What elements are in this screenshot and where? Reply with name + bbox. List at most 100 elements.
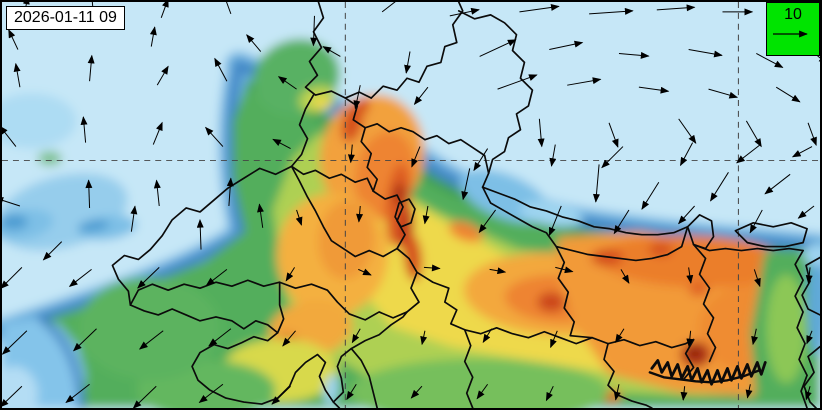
wind-arrow <box>422 205 430 225</box>
boundary-path <box>803 345 820 408</box>
wind-arrow <box>381 2 405 13</box>
wind-arrow <box>205 268 228 286</box>
wind-arrow <box>411 146 421 168</box>
wind-arrow <box>680 142 694 167</box>
field-region <box>393 183 406 205</box>
wind-arrow <box>73 328 97 352</box>
boundary-path <box>111 165 293 306</box>
wind-arrow <box>226 2 232 15</box>
boundary-path <box>692 243 717 363</box>
timestamp-text: 2026-01-11 09 <box>14 9 117 26</box>
field-region <box>448 221 483 243</box>
boundary-path <box>734 221 808 248</box>
field-region <box>357 96 370 114</box>
boundary-path <box>801 256 820 316</box>
boundary-path <box>276 281 285 334</box>
reference-arrow-icon <box>773 30 808 38</box>
wind-arrow <box>638 86 670 94</box>
wind-arrow <box>736 144 761 164</box>
field-region <box>648 242 673 257</box>
field-region <box>324 374 339 406</box>
field-region <box>2 366 38 408</box>
boundary-path <box>648 369 761 384</box>
wind-arrow <box>545 385 554 402</box>
boundary-path <box>794 249 808 408</box>
wind-arrow <box>272 138 291 149</box>
state-boundaries <box>111 2 820 408</box>
wind-arrow <box>152 121 163 145</box>
field-region <box>312 97 331 109</box>
wind-arrow <box>589 7 634 15</box>
wind-arrow <box>555 266 574 274</box>
field-region <box>599 235 789 288</box>
wind-arrow <box>537 118 545 148</box>
wind-arrow <box>791 146 813 158</box>
field-region <box>537 292 566 312</box>
wind-arrow <box>2 125 17 147</box>
wind-arrow <box>461 168 471 201</box>
field-region <box>766 274 807 384</box>
wind-arrow <box>805 267 813 285</box>
field-region <box>688 282 709 297</box>
wind-arrow <box>285 267 295 282</box>
wind-arrow <box>80 116 88 143</box>
wind-arrow <box>592 164 600 203</box>
wind-arrow <box>132 385 157 408</box>
wind-arrow <box>87 54 95 82</box>
wind-arrow <box>753 269 761 288</box>
wind-arrow <box>550 330 558 349</box>
reference-value-label: 10 <box>784 6 802 23</box>
wind-arrow <box>322 46 341 57</box>
boundary-path <box>481 186 689 236</box>
wind-arrow <box>139 330 164 350</box>
wind-arrow <box>473 148 489 172</box>
wind-arrow <box>745 120 762 148</box>
wind-arrow <box>678 205 695 225</box>
wind-arrow <box>549 40 584 51</box>
wind-arrow <box>497 74 538 90</box>
wind-arrow <box>641 181 660 210</box>
boundary-path <box>350 311 408 350</box>
field-region <box>77 219 110 233</box>
boundary-path <box>457 10 534 189</box>
boundary-path <box>370 2 464 99</box>
wind-arrow <box>478 209 496 234</box>
wind-arrow <box>680 386 688 401</box>
wind-arrow <box>686 330 694 348</box>
wind-arrow <box>153 179 161 207</box>
wind-reference-legend: 10 <box>766 2 820 56</box>
field-region <box>687 346 702 359</box>
wind-arrow <box>65 383 90 404</box>
wind-arrow <box>613 384 621 401</box>
wind-arrow <box>198 383 224 404</box>
wind-arrow <box>620 269 630 284</box>
wind-arrow <box>8 29 19 50</box>
boundary-path <box>129 247 420 321</box>
boundary-path <box>129 304 341 408</box>
wind-arrow <box>351 328 361 344</box>
boundary-path <box>603 342 653 408</box>
wind-arrow <box>156 65 169 86</box>
boundary-path <box>481 186 689 262</box>
field-region <box>77 277 221 381</box>
field-region <box>2 213 28 230</box>
field-region <box>2 93 77 149</box>
wind-arrow <box>749 209 763 234</box>
wind-arrow <box>295 209 303 226</box>
wind-arrow <box>2 197 21 207</box>
wind-arrow <box>196 219 204 250</box>
wind-arrow <box>85 179 93 208</box>
wind-arrow <box>356 205 364 223</box>
boundary-path <box>360 126 379 192</box>
wind-arrow <box>797 205 815 219</box>
wind-arrow <box>688 49 723 58</box>
wind-arrow <box>310 15 318 47</box>
wind-arrow <box>751 328 759 346</box>
wind-arrow <box>257 203 264 228</box>
wind-arrow <box>615 328 625 343</box>
wind-arrow <box>13 62 21 88</box>
wind-arrow <box>608 122 619 148</box>
wind-arrow <box>678 118 697 144</box>
